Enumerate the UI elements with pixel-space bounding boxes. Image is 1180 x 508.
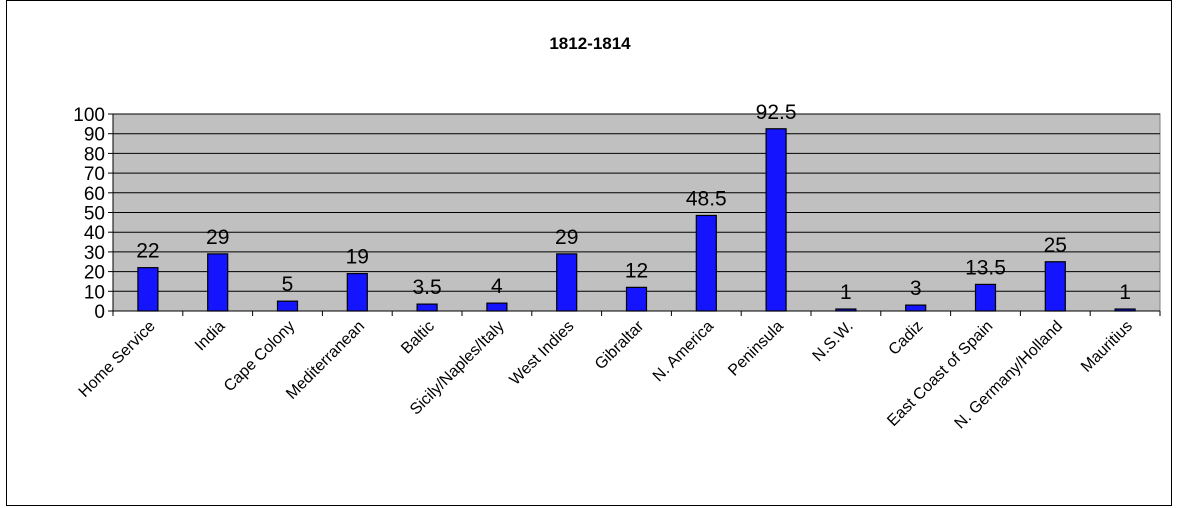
bar — [416, 303, 438, 312]
y-tick-label: 60 — [84, 184, 105, 205]
data-label: 29 — [555, 226, 578, 249]
x-tick-label: Home Service — [76, 318, 159, 401]
data-label: 25 — [1044, 234, 1067, 257]
bar — [905, 304, 927, 312]
data-label: 1 — [1119, 281, 1131, 304]
data-label: 13.5 — [965, 256, 1006, 279]
y-tick-label: 0 — [94, 302, 105, 323]
x-tick-label: Gibraltar — [592, 317, 648, 373]
data-label: 5 — [282, 273, 294, 296]
y-tick-label: 80 — [84, 144, 105, 165]
x-tick-label: Peninsula — [725, 318, 787, 380]
data-label: 92.5 — [756, 101, 797, 124]
data-label: 29 — [206, 226, 229, 249]
bar — [1044, 261, 1066, 312]
y-tick-label: 20 — [84, 263, 105, 284]
bar — [625, 286, 648, 312]
x-tick-label: Baltic — [398, 318, 438, 358]
data-labels: 22 29 5 19 3.5 4 29 12 48.5 92.5 1 3 13.5 25 1 — [136, 101, 1131, 304]
bar — [346, 272, 368, 312]
x-tick-label: India — [192, 318, 229, 355]
data-label: 12 — [625, 259, 648, 282]
data-label: 1 — [840, 281, 852, 304]
bar — [835, 308, 857, 312]
y-tick-label: 10 — [84, 282, 105, 303]
x-tick-label: N. America — [650, 318, 717, 385]
y-tick-label: 30 — [84, 243, 105, 264]
bars — [137, 128, 1136, 312]
x-tick-label: West Indies — [507, 318, 578, 389]
chart-title: 1812-1814 — [549, 34, 631, 53]
y-tick-label: 90 — [84, 125, 105, 146]
data-label: 48.5 — [686, 187, 727, 210]
x-tick-label: Cape Colony — [221, 318, 298, 395]
data-label: 22 — [136, 240, 159, 263]
bar — [556, 253, 578, 312]
y-tick-label: 70 — [84, 164, 105, 185]
x-tick-label: Cadiz — [886, 318, 927, 359]
bar — [1114, 308, 1136, 312]
data-label: 19 — [346, 246, 369, 269]
x-tick-label: N.S.W. — [810, 318, 857, 365]
data-label: 3 — [910, 277, 922, 300]
y-tick-label: 50 — [84, 204, 105, 225]
bar — [695, 214, 717, 312]
bar — [974, 283, 997, 312]
bar — [765, 128, 787, 312]
y-tick-label: 40 — [84, 223, 105, 244]
x-tick-label: Mauritius — [1078, 318, 1136, 376]
y-tick-label: 100 — [73, 105, 105, 126]
bar — [137, 267, 159, 312]
data-label: 3.5 — [412, 276, 441, 299]
bar — [207, 253, 229, 312]
data-label: 4 — [491, 275, 503, 298]
bar — [276, 300, 299, 312]
bar — [486, 302, 508, 312]
